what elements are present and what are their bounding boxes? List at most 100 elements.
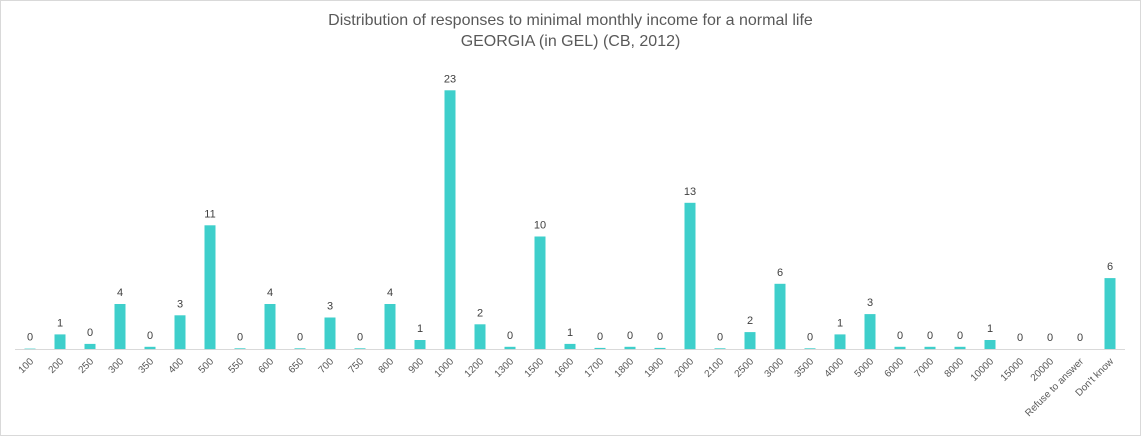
x-tick-label: 550 xyxy=(227,356,247,376)
chart-subtitle: GEORGIA (in GEL) (CB, 2012) xyxy=(460,33,681,50)
data-label: 0 xyxy=(597,331,603,343)
data-label: 0 xyxy=(237,331,243,343)
data-label: 10 xyxy=(534,220,546,232)
data-label: 2 xyxy=(747,315,753,327)
data-label: 1 xyxy=(987,323,993,335)
bar xyxy=(324,317,336,349)
data-label: 0 xyxy=(87,327,93,339)
data-label: 3 xyxy=(867,297,873,309)
data-label: 0 xyxy=(897,330,903,342)
bar xyxy=(1104,278,1116,349)
data-label: 0 xyxy=(1017,332,1023,344)
bar xyxy=(864,314,876,349)
x-tick-label: 4000 xyxy=(823,356,847,380)
x-tick-label: 750 xyxy=(347,356,367,376)
bar xyxy=(504,346,516,350)
bar xyxy=(684,202,696,350)
data-label: 0 xyxy=(657,331,663,343)
x-tick-label: 900 xyxy=(407,356,427,376)
x-tick-label: 600 xyxy=(257,356,277,376)
x-tick-label: 3500 xyxy=(793,356,817,380)
x-tick-label: 1500 xyxy=(523,356,547,380)
x-tick-label: 500 xyxy=(197,356,217,376)
x-tick-label: 5000 xyxy=(853,356,877,380)
data-label: 0 xyxy=(357,331,363,343)
data-label: 0 xyxy=(717,331,723,343)
data-label: 4 xyxy=(117,287,123,299)
bar xyxy=(834,334,846,349)
bar xyxy=(714,348,726,349)
x-tick-label: 800 xyxy=(377,356,397,376)
bar xyxy=(54,334,66,349)
data-label: 0 xyxy=(27,332,33,344)
bar xyxy=(294,348,306,349)
data-label: 11 xyxy=(204,208,215,220)
data-label: 4 xyxy=(267,287,273,299)
bar xyxy=(894,346,906,350)
x-tick-label: 700 xyxy=(317,356,337,376)
data-label: 6 xyxy=(777,267,783,279)
data-label: 0 xyxy=(1047,332,1053,344)
bar xyxy=(204,225,216,350)
bar xyxy=(924,346,936,350)
data-label: 0 xyxy=(627,330,633,342)
bar xyxy=(954,346,966,350)
bar xyxy=(474,324,486,350)
x-tick-label: 1700 xyxy=(583,356,607,380)
bar xyxy=(144,346,156,350)
x-tick-label: 8000 xyxy=(943,356,967,380)
bar xyxy=(654,347,666,349)
bar xyxy=(984,340,996,349)
x-tick-label: 3000 xyxy=(763,356,787,380)
data-label: 1 xyxy=(57,317,63,329)
data-label: 0 xyxy=(507,330,513,342)
bar xyxy=(234,348,246,349)
x-tick-label: 7000 xyxy=(913,356,937,380)
bar xyxy=(774,283,786,350)
data-label: 1 xyxy=(837,317,843,329)
data-label: 0 xyxy=(807,331,813,343)
bar xyxy=(24,348,36,350)
x-tick-label: 1200 xyxy=(463,356,487,380)
data-label: 23 xyxy=(444,73,456,85)
bar xyxy=(114,304,126,349)
x-tick-label: 300 xyxy=(107,356,127,376)
x-tick-label: 200 xyxy=(47,356,67,376)
data-label: 0 xyxy=(147,330,153,342)
chart-title: Distribution of responses to minimal mon… xyxy=(328,12,813,29)
x-tick-label: 350 xyxy=(137,356,157,376)
bar xyxy=(384,304,396,349)
x-tick-label: 1300 xyxy=(493,356,517,380)
x-tick-label: 400 xyxy=(167,356,187,376)
bar xyxy=(264,304,276,349)
x-tick-label: 2000 xyxy=(673,356,697,380)
data-label: 2 xyxy=(477,307,483,319)
x-tick-label: 6000 xyxy=(883,356,907,380)
x-tick-label: 250 xyxy=(77,356,97,376)
data-label: 0 xyxy=(927,330,933,342)
x-tick-label: 1900 xyxy=(643,356,667,380)
bar xyxy=(624,346,636,350)
data-label: 6 xyxy=(1107,261,1113,273)
data-label: 4 xyxy=(387,287,393,299)
x-tick-label: 1600 xyxy=(553,356,577,380)
data-label: 0 xyxy=(957,330,963,342)
bar xyxy=(744,332,756,349)
data-label: 1 xyxy=(567,327,573,339)
data-label: 13 xyxy=(684,186,696,198)
bar xyxy=(414,340,426,349)
bar xyxy=(174,315,186,350)
x-tick-label: 2500 xyxy=(733,356,757,380)
x-tick-label: 1000 xyxy=(433,356,457,380)
x-tick-label: 100 xyxy=(17,356,37,376)
bar xyxy=(444,90,456,350)
bar xyxy=(84,343,96,349)
data-label: 0 xyxy=(297,331,303,343)
data-label: 1 xyxy=(417,323,423,335)
bar xyxy=(804,348,816,349)
x-tick-label: 15000 xyxy=(999,356,1027,384)
x-tick-label: 10000 xyxy=(969,356,997,384)
bar xyxy=(594,347,606,349)
data-label: 3 xyxy=(177,298,183,310)
